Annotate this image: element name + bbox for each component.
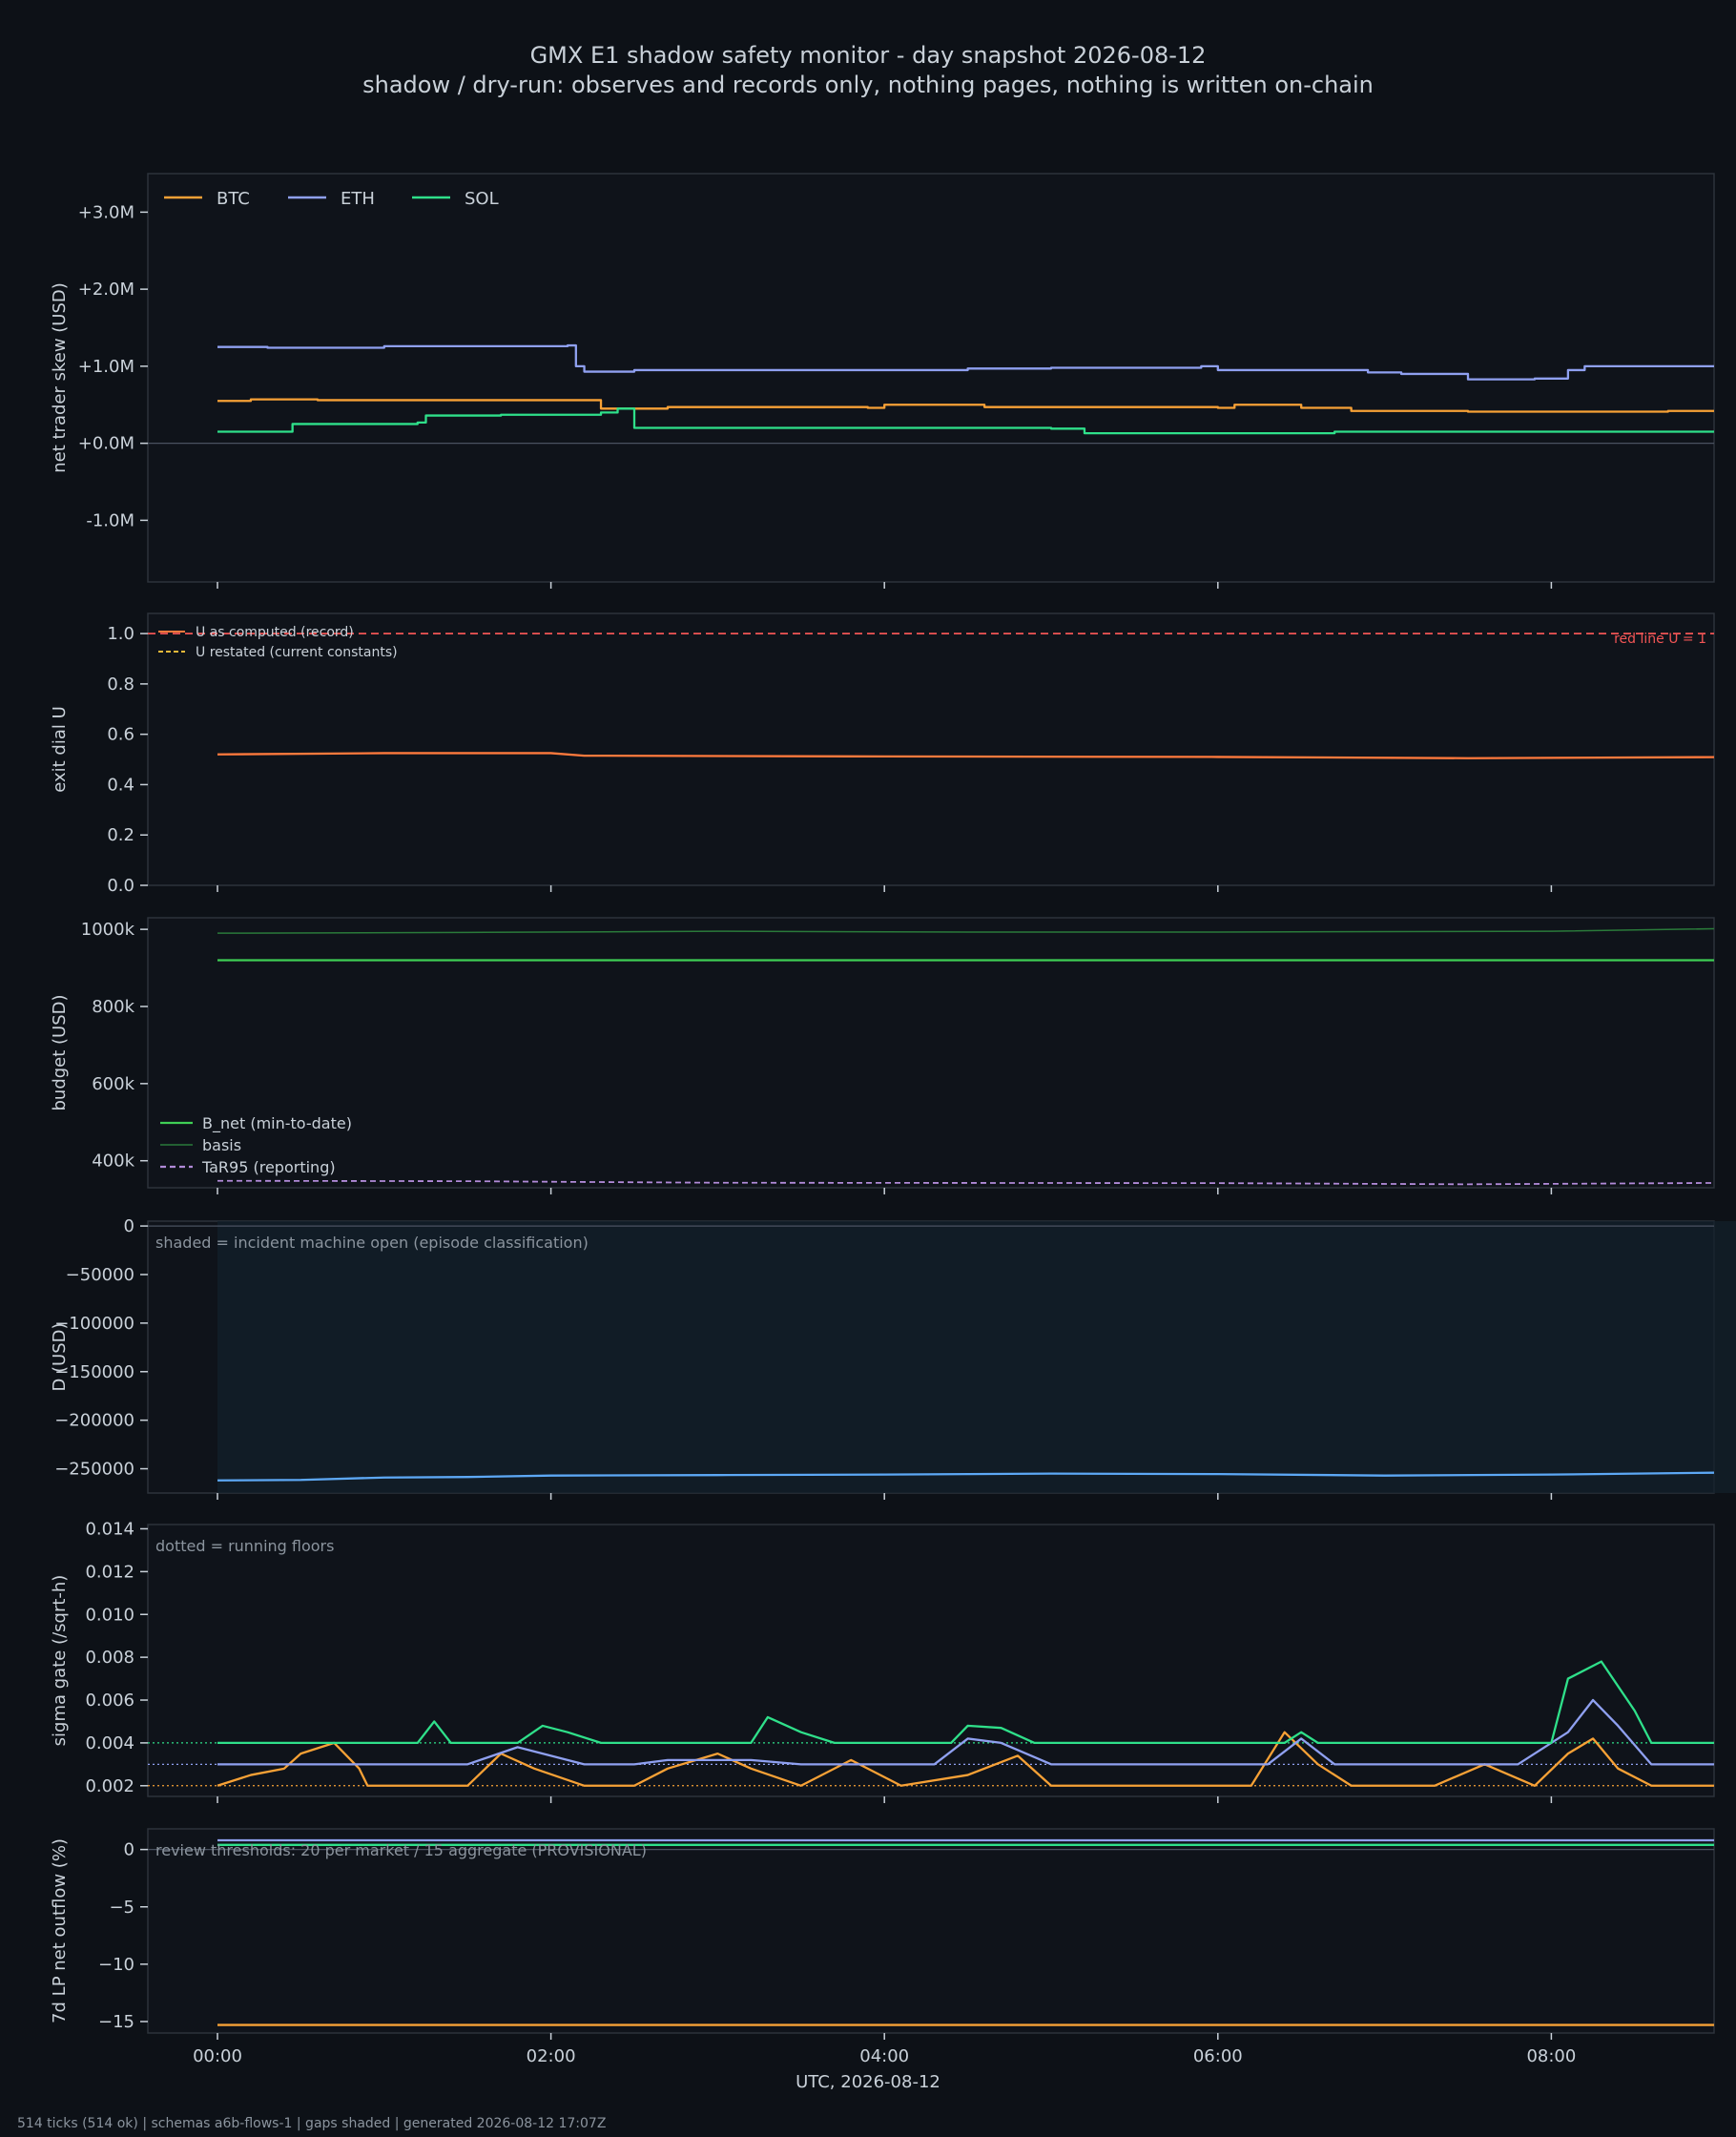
y-tick-label: −200000: [54, 1411, 134, 1431]
y-tick-label: 0.008: [85, 1648, 134, 1668]
legend-label: BTC: [217, 189, 250, 209]
chart-panels: +3.0M +2.0M +1.0M +0.0M -1.0M net trader skew…: [50, 173, 1736, 2066]
series-line-d: [217, 1471, 1714, 1482]
y-tick-label: −5: [109, 1898, 134, 1918]
panel-2: 1000k 800k 600k 400k budget (USD) B_net (min-…: [50, 917, 1715, 1194]
panel-3: 0 −50000 −100000 −150000 −200000 −250000 D (US…: [50, 1216, 1736, 1500]
panel-5: 0 −5 −10 −15 7d LP net outflow (%) review thr…: [50, 1828, 1715, 2066]
series-line-btc: [217, 1731, 1714, 1787]
y-tick-label: 0.004: [85, 1733, 134, 1753]
panel-note: shaded = incident machine open (episode …: [155, 1234, 589, 1252]
series-line-sol: [217, 407, 1714, 435]
y-tick-label: 600k: [92, 1074, 134, 1094]
y-tick-label: 0.014: [85, 1519, 134, 1539]
reference-label: red line U = 1: [1614, 632, 1706, 647]
y-tick-label: 1000k: [81, 920, 135, 940]
y-tick-label: −150000: [54, 1362, 134, 1382]
series-line-btc: [217, 398, 1714, 413]
panel-frame: [147, 917, 1715, 1189]
panel-0: +3.0M +2.0M +1.0M +0.0M -1.0M net trader skew…: [50, 173, 1715, 589]
panel-note: dotted = running floors: [155, 1537, 334, 1555]
y-tick-label: 0.6: [107, 725, 134, 745]
series-line-eth: [217, 1698, 1714, 1766]
y-tick-label: −100000: [54, 1314, 134, 1334]
y-tick-label: −15: [98, 2012, 134, 2032]
y-tick-label: 0.4: [107, 775, 134, 795]
legend-label: U as computed (record): [196, 625, 354, 640]
y-axis-label: 7d LP net outflow (%): [50, 1838, 70, 2023]
y-tick-label: 0.002: [85, 1776, 134, 1796]
y-axis-label: sigma gate (/sqrt-h): [50, 1575, 70, 1747]
y-tick-label: 0.012: [85, 1562, 134, 1582]
plot-area: [217, 927, 1714, 1186]
y-tick-label: 0.0: [107, 876, 134, 896]
y-tick-label: +2.0M: [78, 280, 134, 300]
footer-status: 514 ticks (514 ok) | schemas a6b-flows-1…: [17, 2116, 606, 2131]
y-axis-label: D (USD): [50, 1322, 70, 1391]
legend-label: B_net (min-to-date): [202, 1114, 352, 1133]
y-tick-label: 0.8: [107, 674, 134, 695]
legend-label: U restated (current constants): [196, 645, 398, 660]
panel-frame: [147, 173, 1715, 583]
y-tick-label: +3.0M: [78, 202, 134, 222]
y-tick-label: 0: [124, 1840, 134, 1860]
y-axis-label: exit dial U: [50, 706, 70, 793]
series-line-sol: [217, 1843, 1714, 1846]
plot-area: [217, 1838, 1714, 2026]
x-tick-label: 00:00: [193, 2046, 242, 2066]
plot-area: [148, 633, 1714, 759]
y-tick-label: −10: [98, 1955, 134, 1975]
panel-frame: [147, 612, 1715, 886]
legend-label: basis: [202, 1136, 241, 1154]
legend-label: ETH: [341, 189, 375, 209]
y-tick-label: -1.0M: [86, 510, 134, 530]
plot-area: [217, 1471, 1714, 1482]
x-axis-label: UTC, 2026-08-12: [796, 2072, 940, 2092]
panel-frame: [147, 1828, 1715, 2034]
y-tick-label: +1.0M: [78, 357, 134, 377]
y-axis-label: net trader skew (USD): [50, 282, 70, 473]
y-tick-label: 800k: [92, 997, 134, 1017]
panel-4: 0.014 0.012 0.010 0.008 0.006 0.004 0.002 sigma…: [50, 1519, 1715, 1803]
y-tick-label: +0.0M: [78, 434, 134, 454]
series-line-basis: [217, 927, 1714, 934]
x-tick-label: 04:00: [859, 2046, 909, 2066]
plot-area: [217, 343, 1714, 435]
y-tick-label: 0.006: [85, 1691, 134, 1711]
legend-label: TaR95 (reporting): [201, 1158, 336, 1176]
chart-title: GMX E1 shadow safety monitor - day snaps…: [530, 42, 1207, 69]
panel-1: 1.0 0.8 0.6 0.4 0.2 0.0 exit dial U red line U …: [50, 612, 1715, 896]
panel-frame: [147, 1524, 1715, 1797]
series-line-btc: [217, 2023, 1714, 2026]
y-tick-label: 0: [124, 1216, 134, 1236]
y-tick-label: 0.010: [85, 1605, 134, 1625]
y-tick-label: 400k: [92, 1151, 134, 1172]
y-tick-label: −250000: [54, 1460, 134, 1480]
chart-subtitle: shadow / dry-run: observes and records o…: [362, 72, 1374, 98]
x-tick-label: 08:00: [1526, 2046, 1576, 2066]
plot-area: [148, 1660, 1714, 1787]
y-axis-label: budget (USD): [50, 994, 70, 1110]
y-tick-label: 1.0: [107, 624, 134, 644]
x-tick-label: 02:00: [527, 2046, 576, 2066]
series-line-eth: [217, 343, 1714, 381]
x-tick-label: 06:00: [1193, 2046, 1243, 2066]
y-tick-label: −50000: [66, 1265, 134, 1285]
y-tick-label: 0.2: [107, 825, 134, 845]
panel-note: review thresholds: 20 per market / 15 ag…: [155, 1841, 647, 1859]
series-line-sol: [217, 1660, 1714, 1745]
shaded-region: [217, 1221, 1736, 1493]
legend-label: SOL: [465, 189, 499, 209]
